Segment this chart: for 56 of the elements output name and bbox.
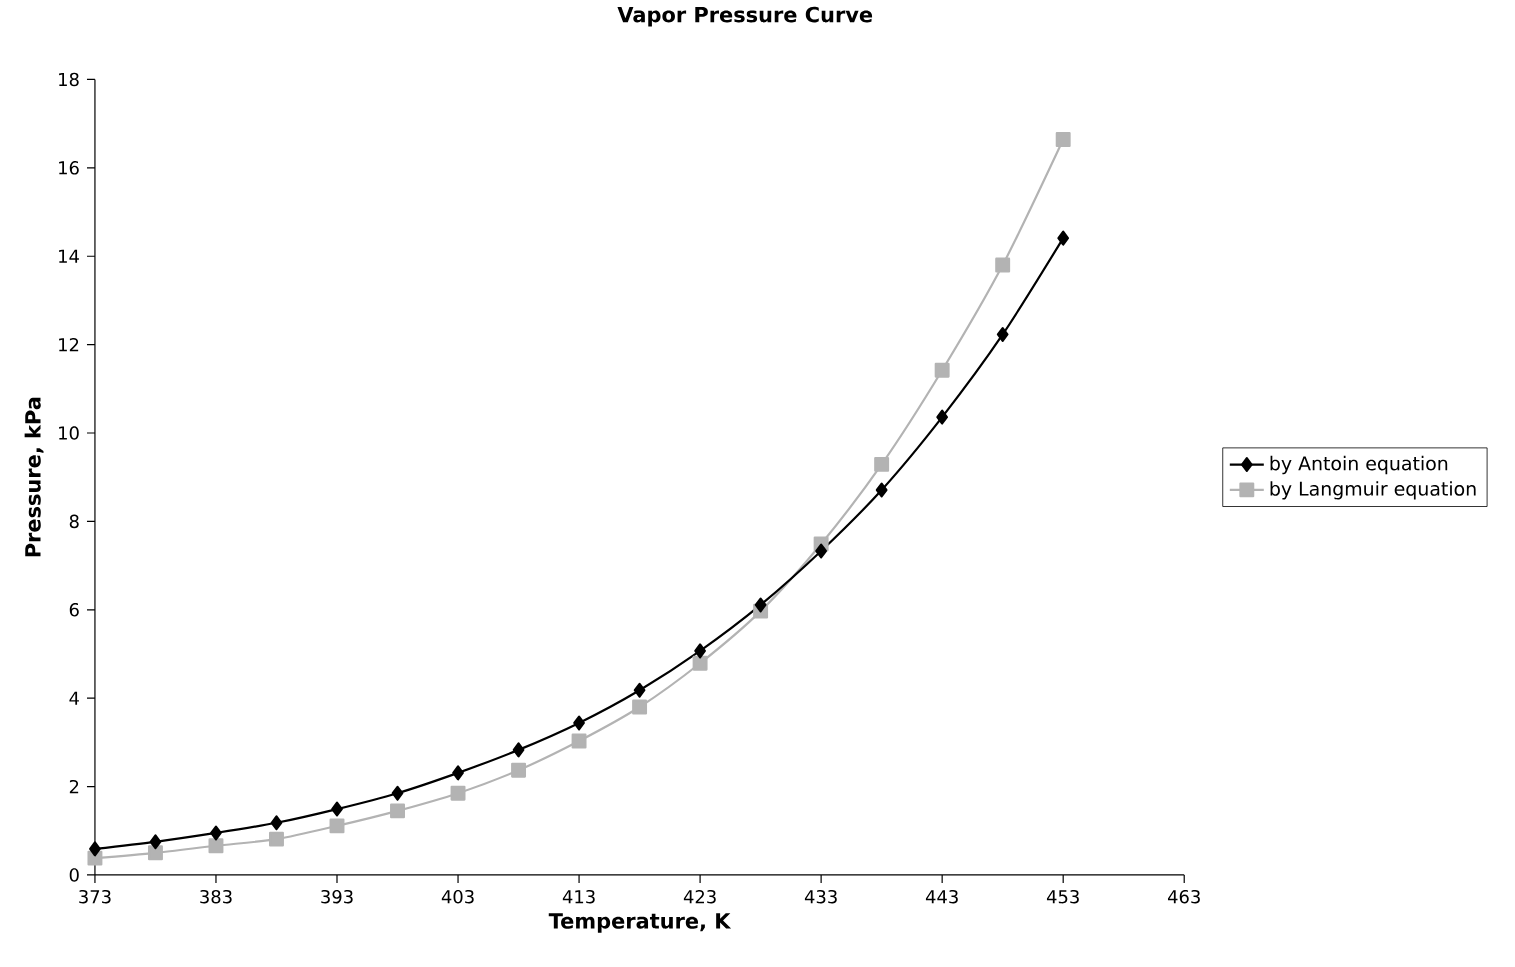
y-tick-label: 2 <box>69 779 79 794</box>
chart-title: Vapor Pressure Curve <box>617 6 873 27</box>
y-tick-label: 18 <box>59 72 79 87</box>
point <box>874 456 890 472</box>
y-tick-label: 0 <box>69 868 79 882</box>
point <box>511 762 527 778</box>
y-tick-label: 10 <box>59 426 79 440</box>
point <box>329 818 345 834</box>
point <box>512 742 525 758</box>
point <box>331 801 343 817</box>
y-tick-label: 14 <box>59 249 79 263</box>
point <box>89 841 101 857</box>
point <box>208 838 224 854</box>
point <box>995 257 1011 273</box>
y-tick-label: 16 <box>59 161 79 175</box>
point <box>149 834 162 850</box>
x-tick-label: 393 <box>321 890 353 904</box>
point <box>1055 132 1071 148</box>
point <box>573 715 585 731</box>
point <box>210 825 222 841</box>
y-tick-label: 6 <box>69 603 79 617</box>
x-axis-title: Temperature, K <box>548 913 732 933</box>
point <box>391 785 404 801</box>
point <box>996 327 1009 342</box>
point <box>692 655 708 671</box>
point <box>452 765 464 781</box>
point <box>754 597 767 613</box>
point <box>936 409 949 425</box>
y-tick-label: 8 <box>69 514 79 529</box>
x-tick-label: 373 <box>79 890 111 904</box>
point <box>571 733 587 749</box>
x-tick-label: 413 <box>562 890 595 904</box>
point <box>694 643 706 659</box>
legend-label: by Antoin equation <box>1270 455 1448 475</box>
x-tick-label: 433 <box>804 890 837 904</box>
x-tick-label: 453 <box>1046 890 1079 904</box>
point <box>632 699 648 715</box>
x-tick-label: 403 <box>441 890 474 904</box>
point <box>1057 230 1070 246</box>
point <box>390 803 405 819</box>
point <box>269 831 284 847</box>
point <box>875 482 888 498</box>
point <box>450 785 466 801</box>
x-tick-label: 423 <box>683 890 716 904</box>
y-tick-label: 4 <box>69 691 79 705</box>
x-tick-label: 443 <box>925 890 958 904</box>
point <box>633 682 646 698</box>
point <box>934 362 950 378</box>
x-tick-label: 383 <box>200 890 232 904</box>
x-tick-label: 463 <box>1167 890 1200 904</box>
point <box>147 845 163 861</box>
point <box>815 543 827 559</box>
legend-label: by Langmuir equation <box>1270 481 1476 500</box>
y-axis-title: Pressure, kPa <box>24 397 44 557</box>
y-tick-label: 12 <box>59 338 79 352</box>
point <box>270 815 283 831</box>
